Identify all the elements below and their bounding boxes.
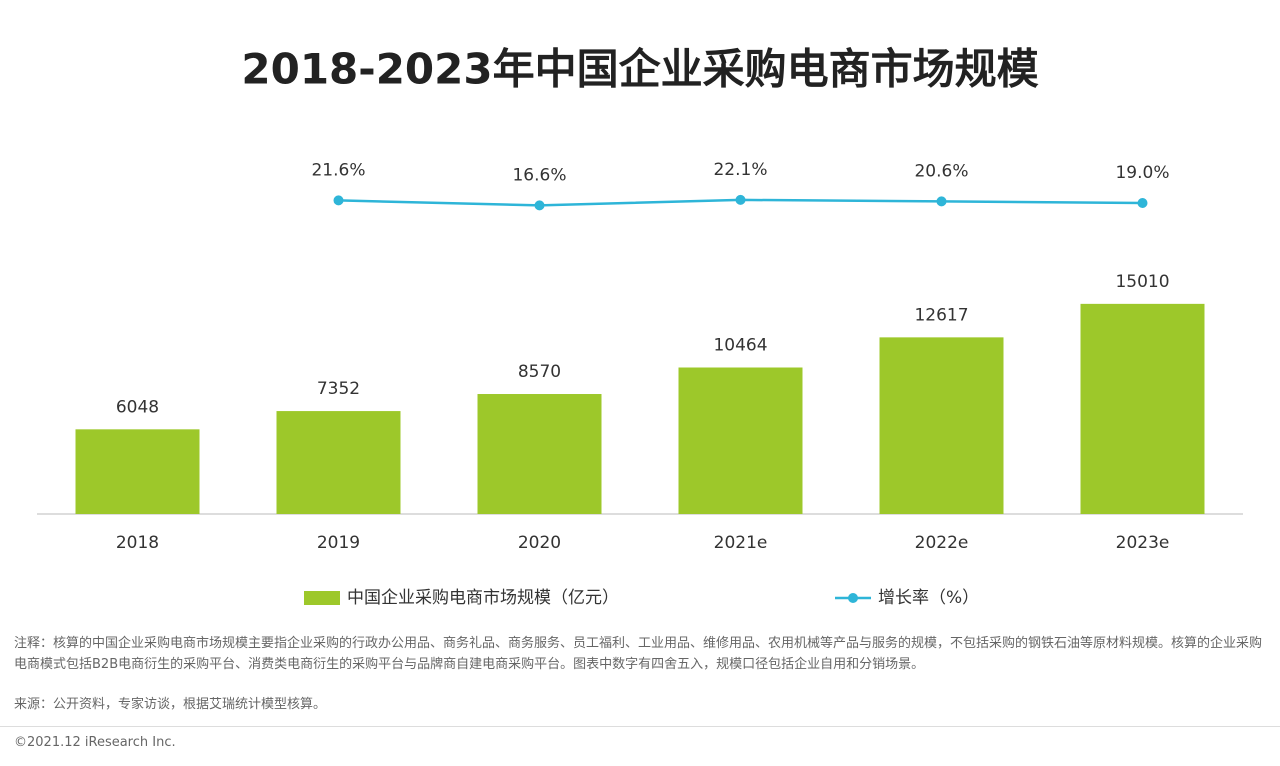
bar (1080, 303, 1205, 514)
bar (678, 367, 803, 514)
data-label: 19.0% (1115, 163, 1169, 183)
x-tick-label: 2022e (915, 533, 969, 553)
legend-swatch (304, 591, 340, 605)
data-label: 22.1% (713, 160, 767, 180)
data-label: 7352 (317, 379, 360, 399)
chart: 2018-2023年中国企业采购电商市场规模 2018 2019 2020 2021e… (37, 45, 1243, 608)
line-point (735, 194, 746, 205)
line-point (936, 196, 947, 207)
bar (879, 337, 1004, 514)
data-label: 20.6% (914, 161, 968, 181)
data-label: 8570 (518, 362, 561, 382)
x-tick-label: 2018 (116, 533, 159, 553)
line-point (534, 200, 545, 211)
legend-swatch (848, 593, 858, 603)
x-tick-label: 2020 (518, 533, 561, 553)
bar (477, 394, 602, 514)
divider (0, 726, 1280, 727)
chart-title: 2018-2023年中国企业采购电商市场规模 (241, 45, 1038, 94)
data-label: 21.6% (311, 160, 365, 180)
bar (276, 411, 401, 514)
line-point (1137, 198, 1148, 208)
x-tick-label: 2023e (1116, 533, 1170, 553)
data-label: 12617 (914, 305, 968, 325)
bar (75, 429, 200, 514)
line-point (333, 195, 344, 206)
data-label: 10464 (713, 336, 767, 356)
legend-label: 中国企业采购电商市场规模（亿元） (347, 588, 619, 608)
legend-label: 增长率（%） (878, 588, 979, 608)
x-tick-label: 2019 (317, 533, 360, 553)
copyright: ©2021.12 iResearch Inc. (14, 735, 176, 750)
footnote: 注释：核算的中国企业采购电商市场规模主要指企业采购的行政办公用品、商务礼品、商务… (14, 636, 1263, 672)
x-tick-label: 2021e (714, 533, 768, 553)
data-label: 6048 (116, 397, 159, 417)
data-label: 16.6% (512, 165, 566, 185)
source: 来源：公开资料，专家访谈，根据艾瑞统计模型核算。 (14, 697, 327, 712)
data-label: 15010 (1115, 272, 1169, 292)
